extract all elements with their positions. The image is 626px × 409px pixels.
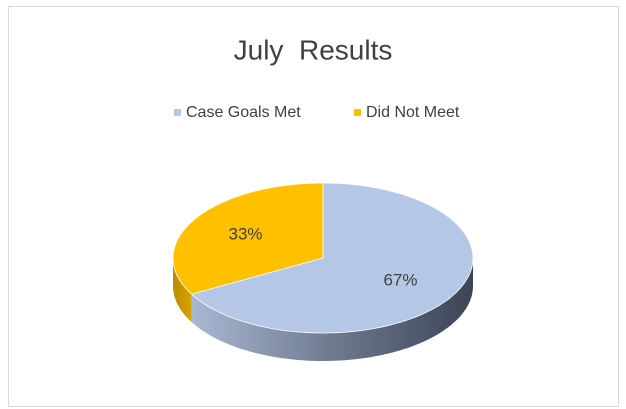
slice-side	[191, 258, 473, 361]
chart-title: July Results	[234, 34, 393, 65]
data-label: 67%	[383, 270, 417, 289]
legend-swatch	[354, 109, 361, 116]
slice	[172, 182, 324, 295]
data-label: 33%	[229, 225, 263, 244]
slice	[190, 182, 474, 334]
legend-swatch	[174, 109, 181, 116]
legend-label: Case Goals Met	[186, 104, 301, 121]
slice-side	[173, 258, 192, 323]
legend-label: Did Not Meet	[366, 104, 460, 121]
